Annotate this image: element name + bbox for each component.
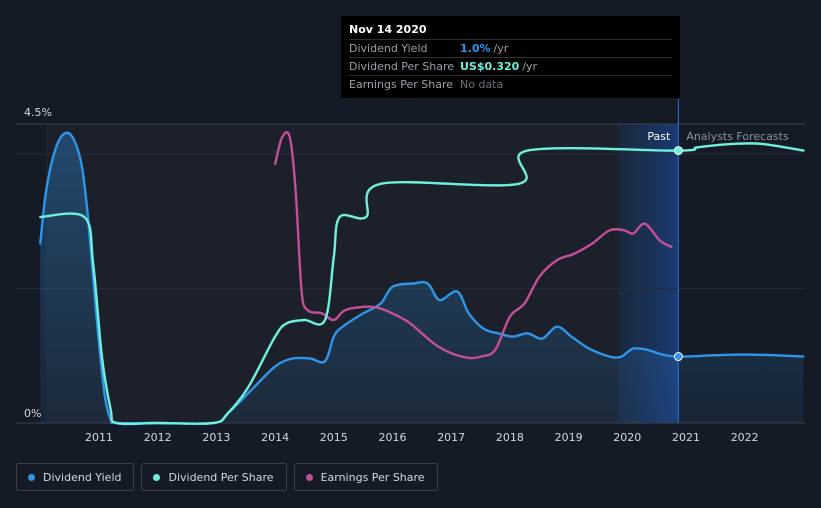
y-tick-label: 0% <box>24 407 41 420</box>
tooltip-date: Nov 14 2020 <box>349 23 427 36</box>
x-tick-label: 2022 <box>731 431 759 444</box>
x-tick-label: 2012 <box>144 431 172 444</box>
legend-dot-icon <box>28 473 35 481</box>
tooltip-row-dividend-per-share: Dividend Per Share US$0.320 /yr <box>349 57 672 75</box>
tooltip-unit: /yr <box>522 60 538 73</box>
y-axis: 4.5% 0% <box>24 106 52 420</box>
x-tick-label: 2011 <box>85 431 113 444</box>
x-tick-label: 2017 <box>437 431 465 444</box>
x-tick-label: 2020 <box>613 431 641 444</box>
chart-tooltip: Nov 14 2020 Dividend Yield 1.0% /yr Divi… <box>341 16 680 98</box>
x-tick-label: 2019 <box>555 431 583 444</box>
x-tick-label: 2015 <box>320 431 348 444</box>
x-tick-label: 2014 <box>261 431 289 444</box>
legend-dot-icon <box>305 473 313 481</box>
tooltip-unit: /yr <box>493 42 509 55</box>
tooltip-label: Dividend Yield <box>349 42 428 55</box>
marker-layer <box>673 146 683 362</box>
tooltip-value: No data <box>460 78 504 91</box>
tooltip-row-dividend-yield: Dividend Yield 1.0% /yr <box>349 39 672 57</box>
tooltip-value: US$0.320 <box>460 60 520 73</box>
earnings-per-share-line <box>273 131 673 360</box>
x-tick-label: 2021 <box>672 431 700 444</box>
dividend-per-share-marker[interactable] <box>673 146 683 156</box>
legend-earnings-per-share[interactable]: Earnings Per Share <box>293 463 438 491</box>
tooltip-label: Earnings Per Share <box>349 78 454 91</box>
y-tick-label: 4.5% <box>24 106 52 119</box>
x-tick-label: 2018 <box>496 431 524 444</box>
chart-legend: Dividend Yield Dividend Per Share Earnin… <box>16 463 438 491</box>
legend-label: Earnings Per Share <box>320 470 425 484</box>
legend-dividend-per-share[interactable]: Dividend Per Share <box>141 463 287 491</box>
forecast-label: Analysts Forecasts <box>686 130 789 143</box>
tooltip-row-earnings-per-share: Earnings Per Share No data <box>349 75 672 93</box>
x-tick-label: 2016 <box>379 431 407 444</box>
tooltip-value: 1.0% <box>460 42 491 55</box>
past-label: Past <box>647 130 671 143</box>
series-layer <box>39 131 805 426</box>
legend-dot-icon <box>153 473 161 481</box>
dividend-yield-line <box>39 131 805 425</box>
tooltip-label: Dividend Per Share <box>349 60 455 73</box>
dividend-yield-area <box>40 132 804 424</box>
dividend-per-share-line <box>39 142 805 426</box>
legend-label: Dividend Yield <box>43 470 122 484</box>
x-tick-label: 2013 <box>202 431 230 444</box>
x-axis: 2011 2012 2013 2014 2015 2016 2017 2018 2019 2020… <box>85 431 759 444</box>
legend-label: Dividend Per Share <box>168 470 274 484</box>
legend-dividend-yield[interactable]: Dividend Yield <box>16 463 135 491</box>
dividend-yield-marker[interactable] <box>673 352 683 362</box>
